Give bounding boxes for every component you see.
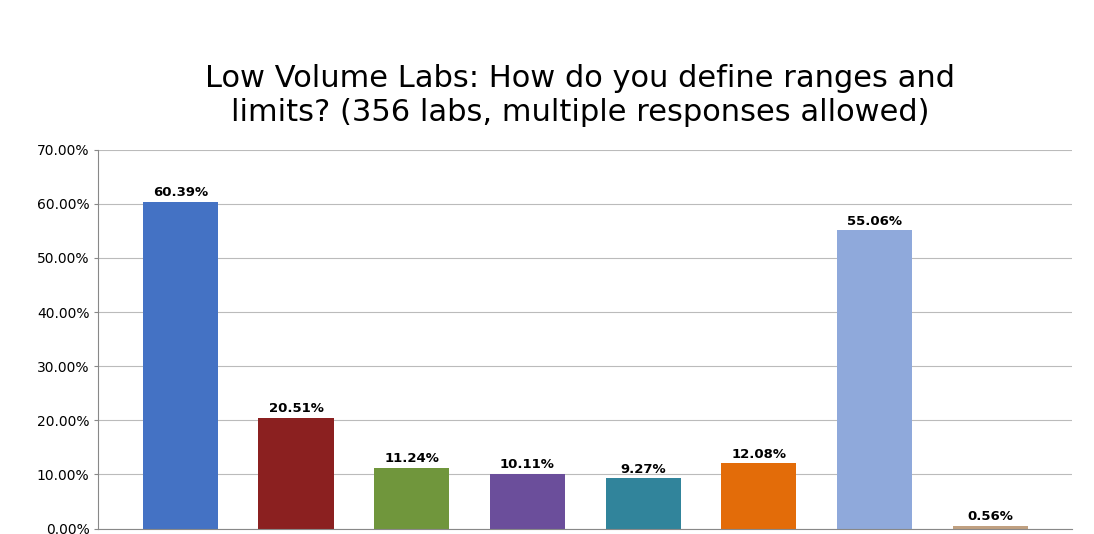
Text: 9.27%: 9.27% bbox=[620, 463, 666, 476]
Bar bbox=[142, 201, 218, 529]
Text: 12.08%: 12.08% bbox=[732, 447, 787, 460]
Text: 10.11%: 10.11% bbox=[500, 458, 555, 471]
Bar bbox=[837, 231, 912, 529]
Bar bbox=[490, 474, 565, 529]
Bar bbox=[258, 418, 334, 529]
Text: 11.24%: 11.24% bbox=[384, 452, 439, 465]
Bar bbox=[374, 468, 450, 529]
Text: 20.51%: 20.51% bbox=[269, 402, 324, 415]
Text: 0.56%: 0.56% bbox=[967, 510, 1013, 523]
Text: 60.39%: 60.39% bbox=[153, 186, 208, 199]
Text: Low Volume Labs: How do you define ranges and
limits? (356 labs, multiple respon: Low Volume Labs: How do you define range… bbox=[205, 64, 955, 127]
Bar bbox=[721, 463, 796, 529]
Bar bbox=[606, 478, 680, 529]
Text: 55.06%: 55.06% bbox=[847, 215, 903, 227]
Bar bbox=[953, 525, 1028, 529]
